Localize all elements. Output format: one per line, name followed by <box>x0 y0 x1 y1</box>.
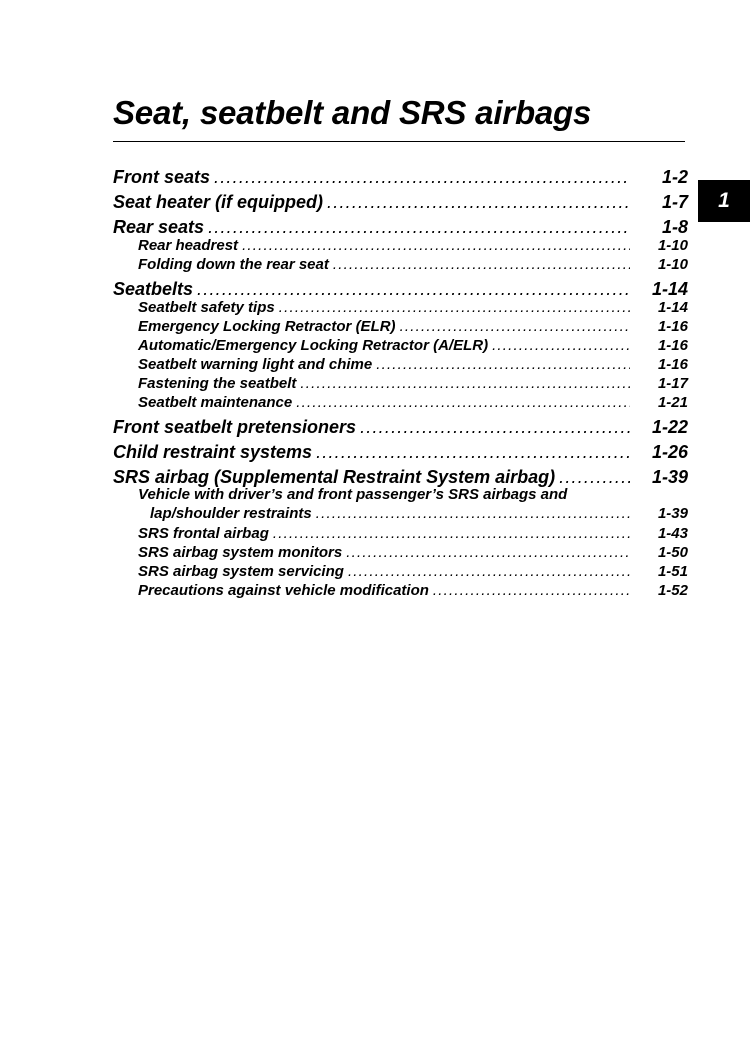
toc-entry-title: Seatbelts <box>113 279 194 299</box>
toc-entry[interactable]: Front seatbelt pretensioners 1-22 <box>113 417 688 438</box>
dot-leader <box>346 544 630 561</box>
toc-entry-title: Fastening the seatbelt <box>138 375 297 392</box>
toc-entry-title: Vehicle with driver’s and front passenge… <box>138 486 568 503</box>
toc-entry-title: Folding down the rear seat <box>138 256 329 273</box>
toc-entry-title: Seatbelt maintenance <box>138 394 293 411</box>
toc-page-number: 1-2 <box>661 167 688 187</box>
toc-entry[interactable]: SRS airbag system servicing 1-51 <box>138 563 688 580</box>
toc-entry[interactable]: SRS airbag system monitors 1-50 <box>138 544 688 561</box>
dot-leader <box>333 256 630 273</box>
toc-page-number: 1-14 <box>657 299 688 316</box>
toc-entry[interactable]: Seatbelts 1-14 <box>113 279 688 300</box>
toc-entry-title: SRS airbag system monitors <box>138 544 343 561</box>
toc-entry-title: Automatic/Emergency Locking Retractor (A… <box>138 337 489 354</box>
dot-leader <box>279 299 630 316</box>
toc-entry-title: Seatbelt warning light and chime <box>138 356 373 373</box>
toc-entry-title: SRS frontal airbag <box>138 525 269 542</box>
toc-entry[interactable]: Seat heater (if equipped) 1-7 <box>113 192 688 213</box>
toc-page-number: 1-22 <box>651 417 688 437</box>
toc-entry-title: SRS airbag system servicing <box>138 563 344 580</box>
toc-entry[interactable]: Rear headrest 1-10 <box>138 237 688 254</box>
dot-leader <box>348 563 630 580</box>
dot-leader <box>316 442 630 463</box>
toc-page-number: 1-17 <box>657 375 688 392</box>
toc-entry[interactable]: SRS frontal airbag 1-43 <box>138 525 688 542</box>
chapter-number: 1 <box>718 189 730 212</box>
toc-page-number: 1-26 <box>651 442 688 462</box>
toc-entry[interactable]: SRS airbag (Supplemental Restraint Syste… <box>113 467 688 488</box>
toc-entry[interactable]: Seatbelt safety tips 1-14 <box>138 299 688 316</box>
dot-leader <box>208 217 630 238</box>
dot-leader <box>296 394 630 411</box>
toc-entry-title: Front seatbelt pretensioners <box>113 417 357 437</box>
toc-page-number: 1-21 <box>657 394 688 411</box>
toc-entry[interactable]: Folding down the rear seat 1-10 <box>138 256 688 273</box>
toc-page-number: 1-50 <box>657 544 688 561</box>
toc-entry-title: Seatbelt safety tips <box>138 299 275 316</box>
toc-entry-title: Emergency Locking Retractor (ELR) <box>138 318 396 335</box>
dot-leader <box>273 525 630 542</box>
toc-page-number: 1-10 <box>657 256 688 273</box>
page-title: Seat, seatbelt and SRS airbags <box>113 94 592 131</box>
toc-page-number: 1-16 <box>657 318 688 335</box>
toc-entry[interactable]: lap/shoulder restraints 1-39 <box>150 505 688 522</box>
toc-entry-title: Seat heater (if equipped) <box>113 192 324 212</box>
chapter-tab: 1 <box>698 180 750 222</box>
toc-entry-title: lap/shoulder restraints <box>150 505 312 522</box>
dot-leader <box>242 237 630 254</box>
dot-leader <box>559 467 630 488</box>
toc-page-number: 1-39 <box>657 505 688 522</box>
dot-leader <box>376 356 630 373</box>
dot-leader <box>327 192 630 213</box>
toc-entry-title: Rear seats <box>113 217 205 237</box>
title-rule <box>113 141 685 142</box>
toc-entry[interactable]: Emergency Locking Retractor (ELR) 1-16 <box>138 318 688 335</box>
dot-leader <box>214 167 630 188</box>
toc-page-number: 1-52 <box>657 582 688 599</box>
dot-leader <box>492 337 630 354</box>
toc-entry[interactable]: Rear seats 1-8 <box>113 217 688 238</box>
toc-page-number: 1-8 <box>661 217 688 237</box>
toc-entry-title: Front seats <box>113 167 211 187</box>
toc-entry[interactable]: Seatbelt maintenance 1-21 <box>138 394 688 411</box>
toc-entry[interactable]: Vehicle with driver’s and front passenge… <box>138 486 688 503</box>
toc-page-number: 1-14 <box>651 279 688 299</box>
toc-entry[interactable]: Child restraint systems 1-26 <box>113 442 688 463</box>
toc-entry[interactable]: Seatbelt warning light and chime 1-16 <box>138 356 688 373</box>
toc-page-number: 1-43 <box>657 525 688 542</box>
toc-entry-title: Rear headrest <box>138 237 239 254</box>
dot-leader <box>316 505 630 522</box>
toc-entry[interactable]: Automatic/Emergency Locking Retractor (A… <box>138 337 688 354</box>
toc-page-number: 1-16 <box>657 337 688 354</box>
toc-entry-title: Child restraint systems <box>113 442 313 462</box>
toc-page-number: 1-16 <box>657 356 688 373</box>
dot-leader <box>300 375 630 392</box>
toc-page-number: 1-7 <box>661 192 688 212</box>
dot-leader <box>197 279 630 300</box>
toc-entry-title: SRS airbag (Supplemental Restraint Syste… <box>113 467 556 487</box>
toc-entry[interactable]: Fastening the seatbelt 1-17 <box>138 375 688 392</box>
toc-page-number: 1-51 <box>657 563 688 580</box>
dot-leader <box>433 582 630 599</box>
toc-entry[interactable]: Precautions against vehicle modification… <box>138 582 688 599</box>
dot-leader <box>360 417 630 438</box>
dot-leader <box>400 318 630 335</box>
toc-page-number: 1-10 <box>657 237 688 254</box>
toc-entry-title: Precautions against vehicle modification <box>138 582 429 599</box>
toc-page-number: 1-39 <box>651 467 688 487</box>
toc-entry[interactable]: Front seats 1-2 <box>113 167 688 188</box>
